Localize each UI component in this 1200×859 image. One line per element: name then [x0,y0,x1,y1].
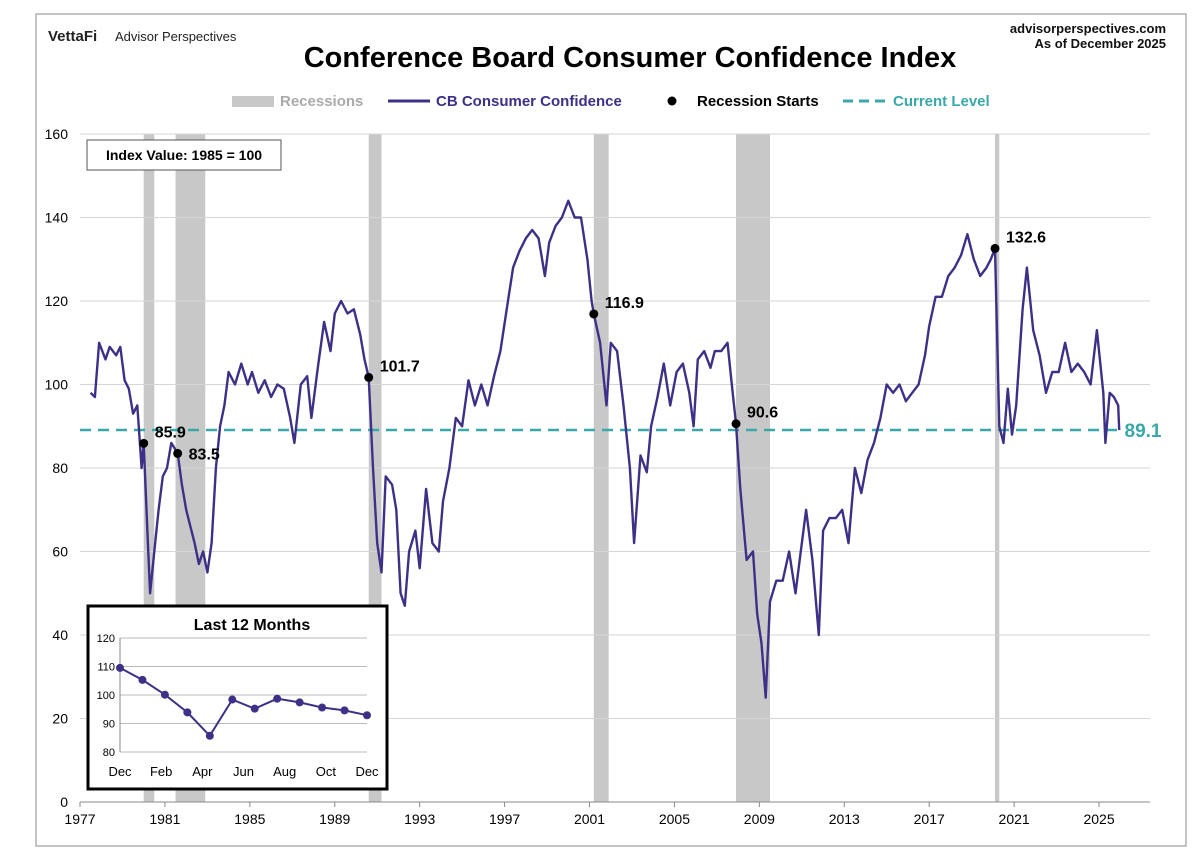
y-tick-label: 140 [45,210,69,226]
x-tick-label: 2009 [744,811,775,827]
inset-x-tick-label: Apr [192,764,213,779]
legend-series-label: CB Consumer Confidence [436,93,622,110]
inset-x-tick-label: Jun [233,764,254,779]
y-tick-label: 160 [45,126,69,142]
inset-point [295,698,304,707]
recession-start-marker-1 [173,448,183,458]
x-tick-label: 1997 [489,811,520,827]
series-line-0 [89,199,1121,699]
legend-start-marker [667,96,677,106]
y-tick-label: 100 [45,377,69,393]
inset-point [205,731,214,740]
recession-start-label-2: 101.7 [380,358,420,375]
legend: Recessions CB Consumer Confidence Recess… [232,93,990,110]
legend-recessions-label: Recessions [280,93,363,110]
x-tick-label: 1981 [149,811,180,827]
inset-x-tick-label: Dec [108,764,132,779]
x-tick-label: 2001 [574,811,605,827]
x-tick-label: 2017 [914,811,945,827]
inset-frame [86,604,389,791]
recession-start-label-3: 116.9 [605,295,644,312]
inset-point [116,663,124,672]
inset-point [318,703,327,712]
current-level-label: 89.1 [1125,421,1162,442]
x-tick-label: 1989 [319,811,350,827]
legend-starts-label: Recession Starts [697,93,819,110]
y-tick-label: 20 [52,711,68,727]
recession-start-marker-5 [990,243,1000,253]
recession-start-marker-2 [364,372,374,382]
recession-start-marker-0 [139,438,149,448]
as-of-date: As of December 2025 [1034,36,1166,51]
source-site: advisorperspectives.com [1010,21,1166,36]
index-note-text: Index Value: 1985 = 100 [106,147,262,163]
inset-point [363,711,371,720]
recession-start-label-5: 132.6 [1006,229,1046,246]
legend-current-label: Current Level [893,93,990,110]
inset-title: Last 12 Months [194,617,311,634]
inset-point [228,695,237,704]
recession-start-label-0: 85.9 [155,424,186,441]
inset-point [160,690,169,699]
x-tick-label: 2025 [1083,811,1114,827]
recession-start-label-1: 83.5 [189,446,220,463]
inset-chart: Last 12 Months 80 90 100 110 120 Dec Feb Apr Jun… [86,604,389,791]
index-note-box [86,139,282,171]
inset-x-tick-label: Oct [316,764,337,779]
chart-title: Conference Board Consumer Confidence Ind… [304,42,957,74]
brand-subtitle: Advisor Perspectives [115,29,237,44]
inset-y-tick-label: 90 [103,719,115,731]
inset-point [138,675,147,684]
x-tick-label: 1985 [234,811,265,827]
inset-x-tick-label: Feb [150,764,172,779]
inset-y-tick-label: 110 [97,662,115,674]
x-tick-label: 2013 [829,811,860,827]
inset-y-tick-label: 120 [97,633,115,645]
inset-point [250,704,259,713]
y-tick-label: 60 [52,544,68,560]
inset-x-tick-label: Aug [273,764,296,779]
recession-start-label-4: 90.6 [747,405,778,422]
recession-start-marker-4 [731,419,741,429]
x-tick-label: 1993 [404,811,435,827]
legend-recession-swatch [232,96,274,107]
x-tick-label: 2021 [999,811,1030,827]
y-tick-label: 40 [52,627,68,643]
brand-logo: VettaFi [48,28,97,45]
inset-y-tick-label: 100 [97,690,115,702]
inset-point [183,708,192,717]
y-tick-label: 80 [52,460,68,476]
inset-y-tick-label: 80 [103,747,115,759]
inset-point [340,706,349,715]
inset-x-tick-label: Dec [355,764,379,779]
x-tick-label: 2005 [659,811,690,827]
x-tick-label: 1977 [64,811,95,827]
y-tick-label: 0 [60,794,68,810]
inset-point [273,694,282,703]
index-note: Index Value: 1985 = 100 [86,139,282,171]
recession-start-marker-3 [589,309,599,319]
y-tick-label: 120 [45,293,69,309]
